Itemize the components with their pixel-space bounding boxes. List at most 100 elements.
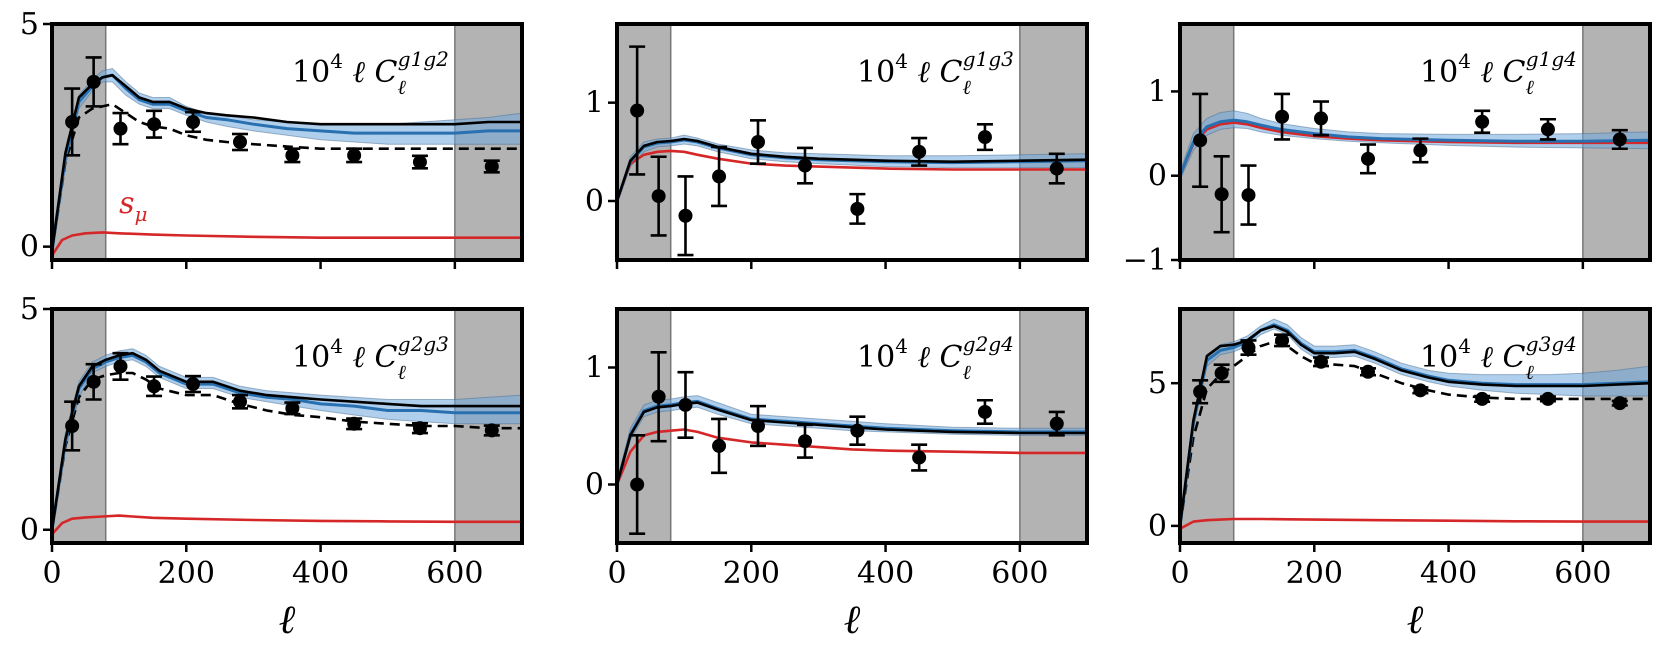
data-point bbox=[1539, 391, 1556, 406]
data-marker bbox=[1049, 416, 1064, 431]
data-point bbox=[284, 147, 301, 164]
data-marker bbox=[147, 117, 162, 132]
data-marker bbox=[412, 421, 427, 436]
data-marker bbox=[1361, 364, 1375, 379]
data-point bbox=[232, 393, 248, 410]
plot-area bbox=[52, 309, 522, 543]
uncertainty-band bbox=[1180, 318, 1650, 529]
y-tick-label: 5 bbox=[20, 292, 39, 327]
data-point bbox=[1313, 100, 1329, 137]
x-tick-label: 0 bbox=[607, 556, 626, 591]
plot-area bbox=[1180, 24, 1650, 260]
data-marker bbox=[484, 159, 499, 174]
data-marker bbox=[1314, 354, 1328, 369]
data-marker bbox=[977, 404, 992, 419]
y-tick-label: 0 bbox=[1148, 159, 1167, 194]
title-superscript: g1g3 bbox=[963, 47, 1014, 71]
data-point bbox=[849, 415, 866, 447]
title-subscript: ℓ bbox=[397, 360, 406, 384]
data-marker bbox=[1475, 114, 1490, 129]
data-marker bbox=[850, 201, 865, 216]
data-point bbox=[64, 87, 81, 157]
title-exponent: 4 bbox=[1458, 49, 1471, 73]
data-point bbox=[185, 110, 201, 134]
panel-g1g2: 0 5 104 ℓ Cℓ g1g2 sμ bbox=[20, 7, 524, 269]
series-line-s_mu bbox=[617, 149, 1087, 202]
uncertainty-band bbox=[52, 348, 522, 535]
data-marker bbox=[285, 148, 300, 163]
data-point bbox=[1474, 109, 1491, 135]
panel-title: 104 ℓ Cℓ g3g4 bbox=[1420, 332, 1577, 384]
y-tick-label: 0 bbox=[585, 184, 604, 219]
data-point bbox=[1192, 379, 1209, 405]
data-marker bbox=[1275, 109, 1290, 124]
data-point bbox=[750, 404, 766, 448]
title-ell-c: ℓ C bbox=[908, 55, 963, 90]
data-marker bbox=[65, 419, 80, 433]
axes-frame bbox=[50, 22, 524, 262]
y-tick-label: 0 bbox=[1148, 509, 1167, 544]
title-base: 10 bbox=[292, 55, 330, 90]
uncertainty-band bbox=[52, 67, 522, 256]
data-marker bbox=[233, 135, 247, 149]
series-line-s_mu bbox=[52, 231, 522, 257]
data-marker bbox=[798, 434, 812, 449]
data-marker bbox=[186, 377, 200, 392]
data-point bbox=[1360, 364, 1376, 379]
data-marker bbox=[630, 477, 645, 492]
data-marker bbox=[1193, 133, 1208, 148]
data-point bbox=[976, 398, 993, 425]
title-subscript: ℓ bbox=[962, 75, 971, 99]
data-point bbox=[1360, 143, 1376, 175]
data-marker bbox=[113, 359, 128, 374]
title-base: 10 bbox=[1420, 55, 1458, 90]
data-point bbox=[1213, 155, 1230, 234]
plot-area bbox=[52, 24, 522, 260]
data-marker bbox=[233, 394, 247, 409]
data-point bbox=[650, 350, 667, 443]
title-subscript: ℓ bbox=[397, 75, 406, 99]
data-point bbox=[1611, 128, 1628, 151]
data-point bbox=[750, 119, 766, 165]
title-base: 10 bbox=[1420, 340, 1458, 375]
x-axis-label: ℓ bbox=[279, 597, 296, 643]
data-point bbox=[711, 145, 728, 208]
data-point bbox=[1412, 137, 1429, 164]
title-ell-c: ℓ C bbox=[1471, 55, 1526, 90]
panel-title: 104 ℓ Cℓ g1g2 bbox=[292, 47, 449, 99]
x-tick-label: 200 bbox=[1286, 556, 1343, 591]
x-tick-label: 600 bbox=[991, 556, 1048, 591]
title-exponent: 4 bbox=[330, 334, 343, 358]
panel-title: 104 ℓ Cℓ g1g4 bbox=[1420, 47, 1577, 99]
panel-g1g4: −1 0 1 104 ℓ Cℓ g1g4 bbox=[1123, 22, 1652, 278]
data-point bbox=[284, 401, 301, 416]
data-marker bbox=[1314, 111, 1328, 126]
y-tick-label: −1 bbox=[1123, 243, 1167, 278]
data-point bbox=[483, 423, 500, 438]
data-marker bbox=[1361, 151, 1375, 166]
data-marker bbox=[484, 423, 499, 438]
series-line-s_mu bbox=[1180, 121, 1650, 177]
masked-region bbox=[1582, 309, 1650, 543]
y-tick-label: 0 bbox=[20, 513, 39, 548]
data-point bbox=[1213, 363, 1230, 384]
title-ell-c: ℓ C bbox=[1471, 340, 1526, 375]
title-base: 10 bbox=[857, 55, 895, 90]
data-marker bbox=[651, 389, 666, 404]
data-point bbox=[411, 154, 428, 170]
data-marker bbox=[1540, 391, 1555, 406]
data-marker bbox=[1475, 391, 1490, 406]
panel-title: 104 ℓ Cℓ g2g4 bbox=[857, 332, 1014, 384]
data-marker bbox=[65, 114, 80, 129]
plot-area bbox=[617, 24, 1087, 260]
data-marker bbox=[347, 416, 362, 431]
data-point bbox=[1048, 152, 1065, 185]
data-point bbox=[797, 146, 813, 185]
title-base: 10 bbox=[292, 340, 330, 375]
title-superscript: g3g4 bbox=[1526, 332, 1577, 356]
axes-frame bbox=[615, 22, 1089, 262]
data-point bbox=[1412, 383, 1429, 398]
title-exponent: 4 bbox=[1458, 334, 1471, 358]
data-point bbox=[797, 423, 813, 459]
